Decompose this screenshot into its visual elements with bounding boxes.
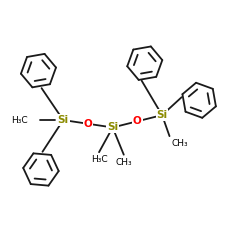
Text: Si: Si: [107, 122, 118, 132]
Text: CH₃: CH₃: [116, 158, 132, 167]
Text: Si: Si: [156, 110, 168, 120]
Text: Si: Si: [58, 115, 69, 125]
Text: H₃C: H₃C: [91, 155, 107, 164]
Text: O: O: [84, 119, 92, 129]
Text: CH₃: CH₃: [172, 139, 188, 148]
Text: H₃C: H₃C: [11, 116, 27, 124]
Text: O: O: [133, 116, 142, 126]
